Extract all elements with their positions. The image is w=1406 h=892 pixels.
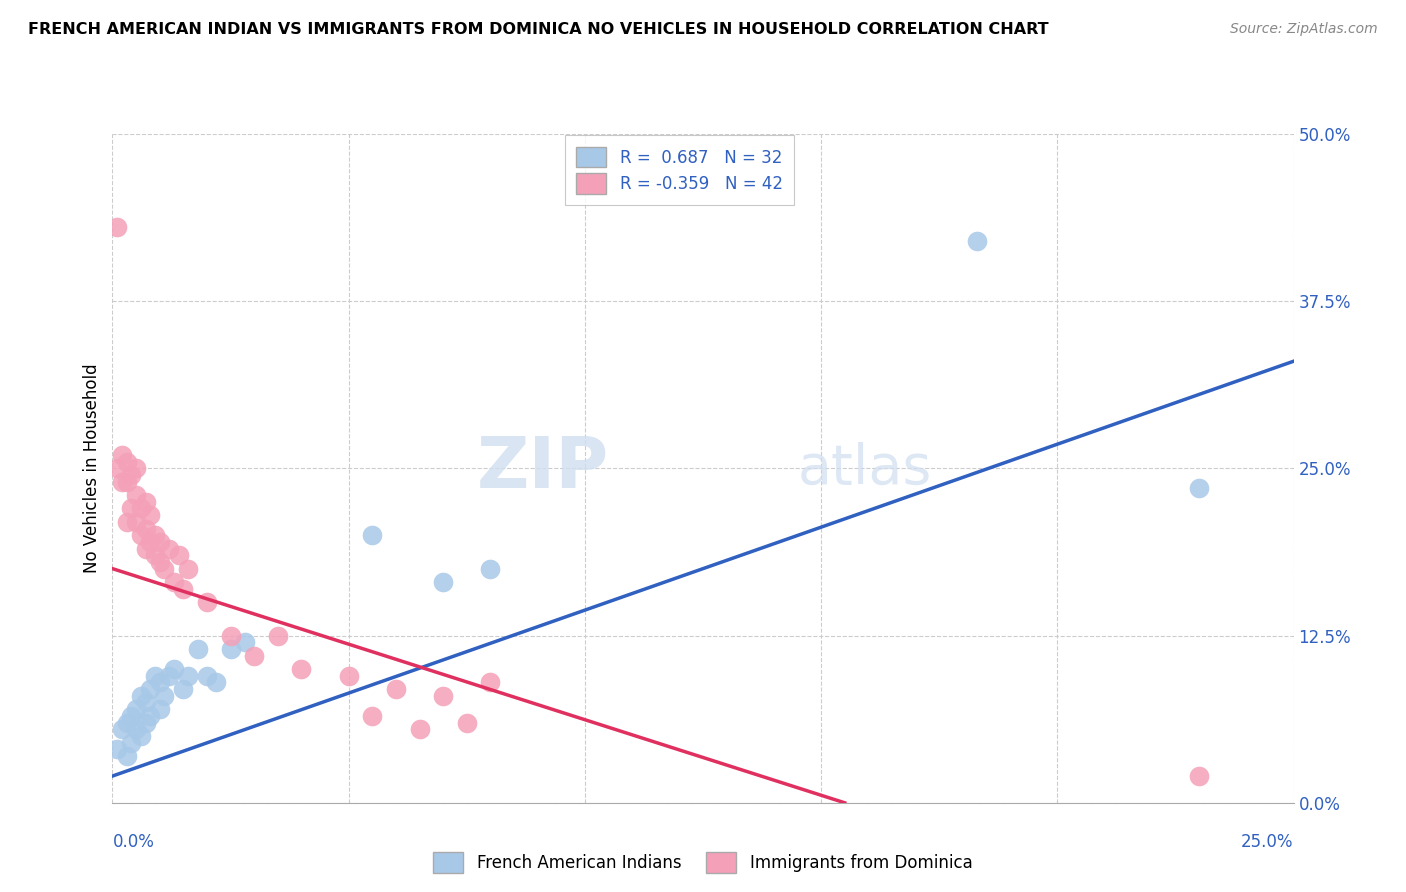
Text: FRENCH AMERICAN INDIAN VS IMMIGRANTS FROM DOMINICA NO VEHICLES IN HOUSEHOLD CORR: FRENCH AMERICAN INDIAN VS IMMIGRANTS FRO…	[28, 22, 1049, 37]
Point	[966, 234, 988, 248]
Point	[125, 461, 148, 475]
Point	[129, 729, 152, 743]
Point	[111, 448, 134, 462]
Legend: R =  0.687   N = 32, R = -0.359   N = 42: R = 0.687 N = 32, R = -0.359 N = 42	[565, 136, 794, 205]
Text: 25.0%: 25.0%	[1241, 833, 1294, 851]
Point	[135, 715, 157, 730]
Point	[219, 628, 242, 642]
Point	[337, 669, 360, 683]
Legend: French American Indians, Immigrants from Dominica: French American Indians, Immigrants from…	[427, 846, 979, 880]
Text: Source: ZipAtlas.com: Source: ZipAtlas.com	[1230, 22, 1378, 37]
Point	[125, 702, 148, 716]
Point	[456, 715, 478, 730]
Point	[115, 475, 138, 489]
Point	[479, 562, 502, 576]
Point	[139, 508, 162, 523]
Point	[129, 689, 152, 703]
Point	[361, 528, 384, 542]
Point	[143, 528, 166, 542]
Point	[143, 669, 166, 683]
Point	[432, 689, 454, 703]
Point	[157, 669, 180, 683]
Point	[177, 669, 200, 683]
Point	[111, 475, 134, 489]
Point	[479, 675, 502, 690]
Point	[135, 521, 157, 535]
Point	[125, 515, 148, 529]
Point	[233, 635, 256, 649]
Point	[125, 723, 148, 737]
Point	[195, 669, 218, 683]
Point	[105, 461, 128, 475]
Point	[149, 555, 172, 569]
Point	[125, 488, 148, 502]
Text: 0.0%: 0.0%	[112, 833, 155, 851]
Point	[361, 708, 384, 723]
Point	[1188, 769, 1211, 783]
Point	[129, 528, 152, 542]
Point	[205, 675, 228, 690]
Point	[172, 681, 194, 696]
Point	[149, 675, 172, 690]
Point	[111, 723, 134, 737]
Point	[408, 723, 430, 737]
Point	[177, 562, 200, 576]
Point	[129, 501, 152, 516]
Point	[139, 681, 162, 696]
Point	[149, 535, 172, 549]
Point	[120, 501, 142, 516]
Point	[1188, 482, 1211, 496]
Point	[139, 708, 162, 723]
Point	[153, 689, 176, 703]
Y-axis label: No Vehicles in Household: No Vehicles in Household	[83, 363, 101, 574]
Point	[432, 575, 454, 590]
Text: atlas: atlas	[797, 442, 932, 495]
Point	[243, 648, 266, 663]
Point	[115, 749, 138, 764]
Point	[167, 548, 190, 563]
Point	[115, 515, 138, 529]
Point	[186, 642, 208, 657]
Point	[120, 735, 142, 749]
Point	[105, 742, 128, 756]
Point	[172, 582, 194, 596]
Point	[120, 468, 142, 483]
Text: ZIP: ZIP	[477, 434, 609, 503]
Point	[135, 696, 157, 710]
Point	[115, 715, 138, 730]
Point	[219, 642, 242, 657]
Point	[120, 708, 142, 723]
Point	[290, 662, 312, 676]
Point	[163, 575, 186, 590]
Point	[105, 220, 128, 235]
Point	[163, 662, 186, 676]
Point	[135, 494, 157, 508]
Point	[135, 541, 157, 556]
Point	[195, 595, 218, 609]
Point	[149, 702, 172, 716]
Point	[153, 562, 176, 576]
Point	[139, 535, 162, 549]
Point	[385, 681, 408, 696]
Point	[115, 455, 138, 469]
Point	[143, 548, 166, 563]
Point	[157, 541, 180, 556]
Point	[267, 628, 290, 642]
